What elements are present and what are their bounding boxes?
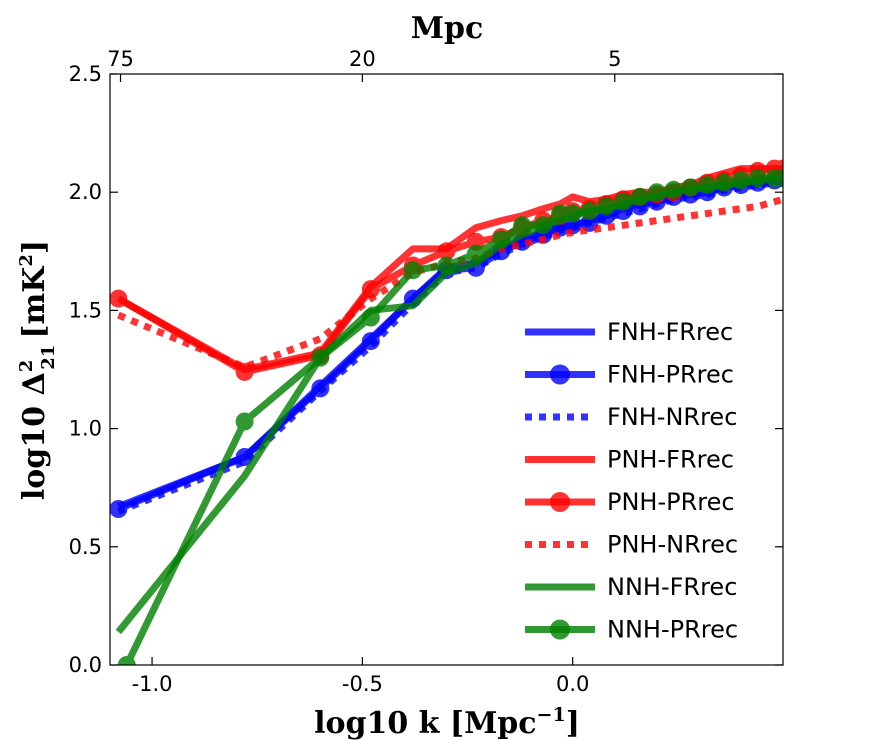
data-point-pnh-prrec [361,280,380,299]
data-point-nnh-prrec [748,169,767,187]
data-point-nnh-prrec [492,230,511,249]
series-nnh-prrec [117,169,783,665]
y-axis-label-sub: 21 [38,345,59,370]
series-line-pnh-nrrec [117,195,783,371]
y-tick-label: 2.0 [69,180,102,204]
data-point-nnh-prrec [311,348,330,367]
y-tick-label: 1.5 [69,298,102,322]
data-point-nnh-prrec [437,256,456,275]
top-tick-label: 5 [608,47,621,71]
data-point-nnh-prrec [563,204,582,223]
plot-frame [109,73,784,666]
data-point-nnh-prrec [715,173,734,192]
data-point-nnh-prrec [466,244,485,263]
data-point-nnh-prrec [681,178,700,197]
y-tick-label: 0.0 [69,653,102,677]
legend-entry-nnh-frrec: NNH-FRrec [525,573,737,601]
data-point-nnh-prrec [580,202,599,221]
data-point-nnh-prrec [614,192,633,211]
top-tick-label: 20 [349,47,376,71]
legend-label: FNH-FRrec [607,318,733,346]
series-layer [110,159,783,665]
data-point-nnh-prrec [513,216,532,235]
y-tick-label: 2.5 [69,62,102,86]
data-point-pnh-prrec [437,242,456,261]
ticks-layer: -1.0 -0.5 0.0 0.0 0.5 1.0 1.5 2.0 2.575 20 5 [69,47,783,696]
data-point-nnh-prrec [631,187,649,206]
x-tick-label: 0.0 [556,672,589,696]
series-pnh-nrrec [117,195,783,371]
y-axis-label-main: log10 Δ [17,372,52,500]
top-axis-label: Mpc [411,11,483,46]
data-point-nnh-prrec [597,197,616,216]
y-tick-label: 1.0 [69,417,102,441]
legend-entry-fnh-prrec: FNH-PRrec [525,361,734,389]
legend-entry-fnh-nrrec: FNH-NRrec [525,403,737,431]
legend-marker [550,619,570,640]
data-point-nnh-prrec [403,261,422,280]
y-axis-label-sup: 2 [16,360,37,373]
data-point-nnh-prrec [698,176,717,195]
y-tick-label: 0.5 [69,535,102,559]
data-point-nnh-prrec [664,180,683,199]
top-tick-label: 75 [107,47,134,71]
legend-label: FNH-PRrec [607,361,734,389]
data-point-nnh-prrec [117,656,136,665]
data-point-nnh-prrec [534,216,553,235]
legend-entry-pnh-frrec: PNH-FRrec [525,446,734,474]
x-axis-label-end: ] [566,706,580,740]
legend-label: PNH-NRrec [607,531,738,559]
data-point-nnh-prrec [647,183,666,202]
legend-label: FNH-NRrec [607,403,737,431]
x-tick-label: -0.5 [342,672,383,696]
data-point-nnh-prrec [235,412,254,431]
data-point-nnh-prrec [551,204,570,223]
legend-label: NNH-PRrec [607,616,738,644]
y-axis-label-end: ] [17,240,52,254]
data-point-pnh-prrec [110,289,128,308]
legend-entry-pnh-nrrec: PNH-NRrec [525,531,738,559]
y-axis-label-unit: [mK [17,266,52,339]
x-axis-label-main: log10 k [Mpc [314,706,536,740]
x-axis-label: log10 k [Mpc−1] [314,704,580,740]
legend-entry-fnh-frrec: FNH-FRrec [525,318,733,346]
legend: FNH-FRrec FNH-PRrec FNH-NRrec PNH-FRrec PNH-… [525,318,738,644]
y-axis-label: log10 Δ221[mK2] [16,240,59,500]
x-axis-label-sup: −1 [537,704,566,726]
data-point-nnh-prrec [361,308,380,327]
data-point-nnh-prrec [731,171,750,190]
legend-label: PNH-PRrec [607,488,735,516]
legend-label: NNH-FRrec [607,573,737,601]
legend-marker [550,492,570,512]
legend-marker [550,364,570,385]
legend-label: PNH-FRrec [607,446,734,474]
legend-entry-nnh-prrec: NNH-PRrec [525,616,738,644]
y-axis-label-unit-sup: 2 [16,254,37,267]
data-point-nnh-prrec [774,169,783,187]
legend-entry-pnh-prrec: PNH-PRrec [525,488,735,516]
x-tick-label: -1.0 [132,672,173,696]
